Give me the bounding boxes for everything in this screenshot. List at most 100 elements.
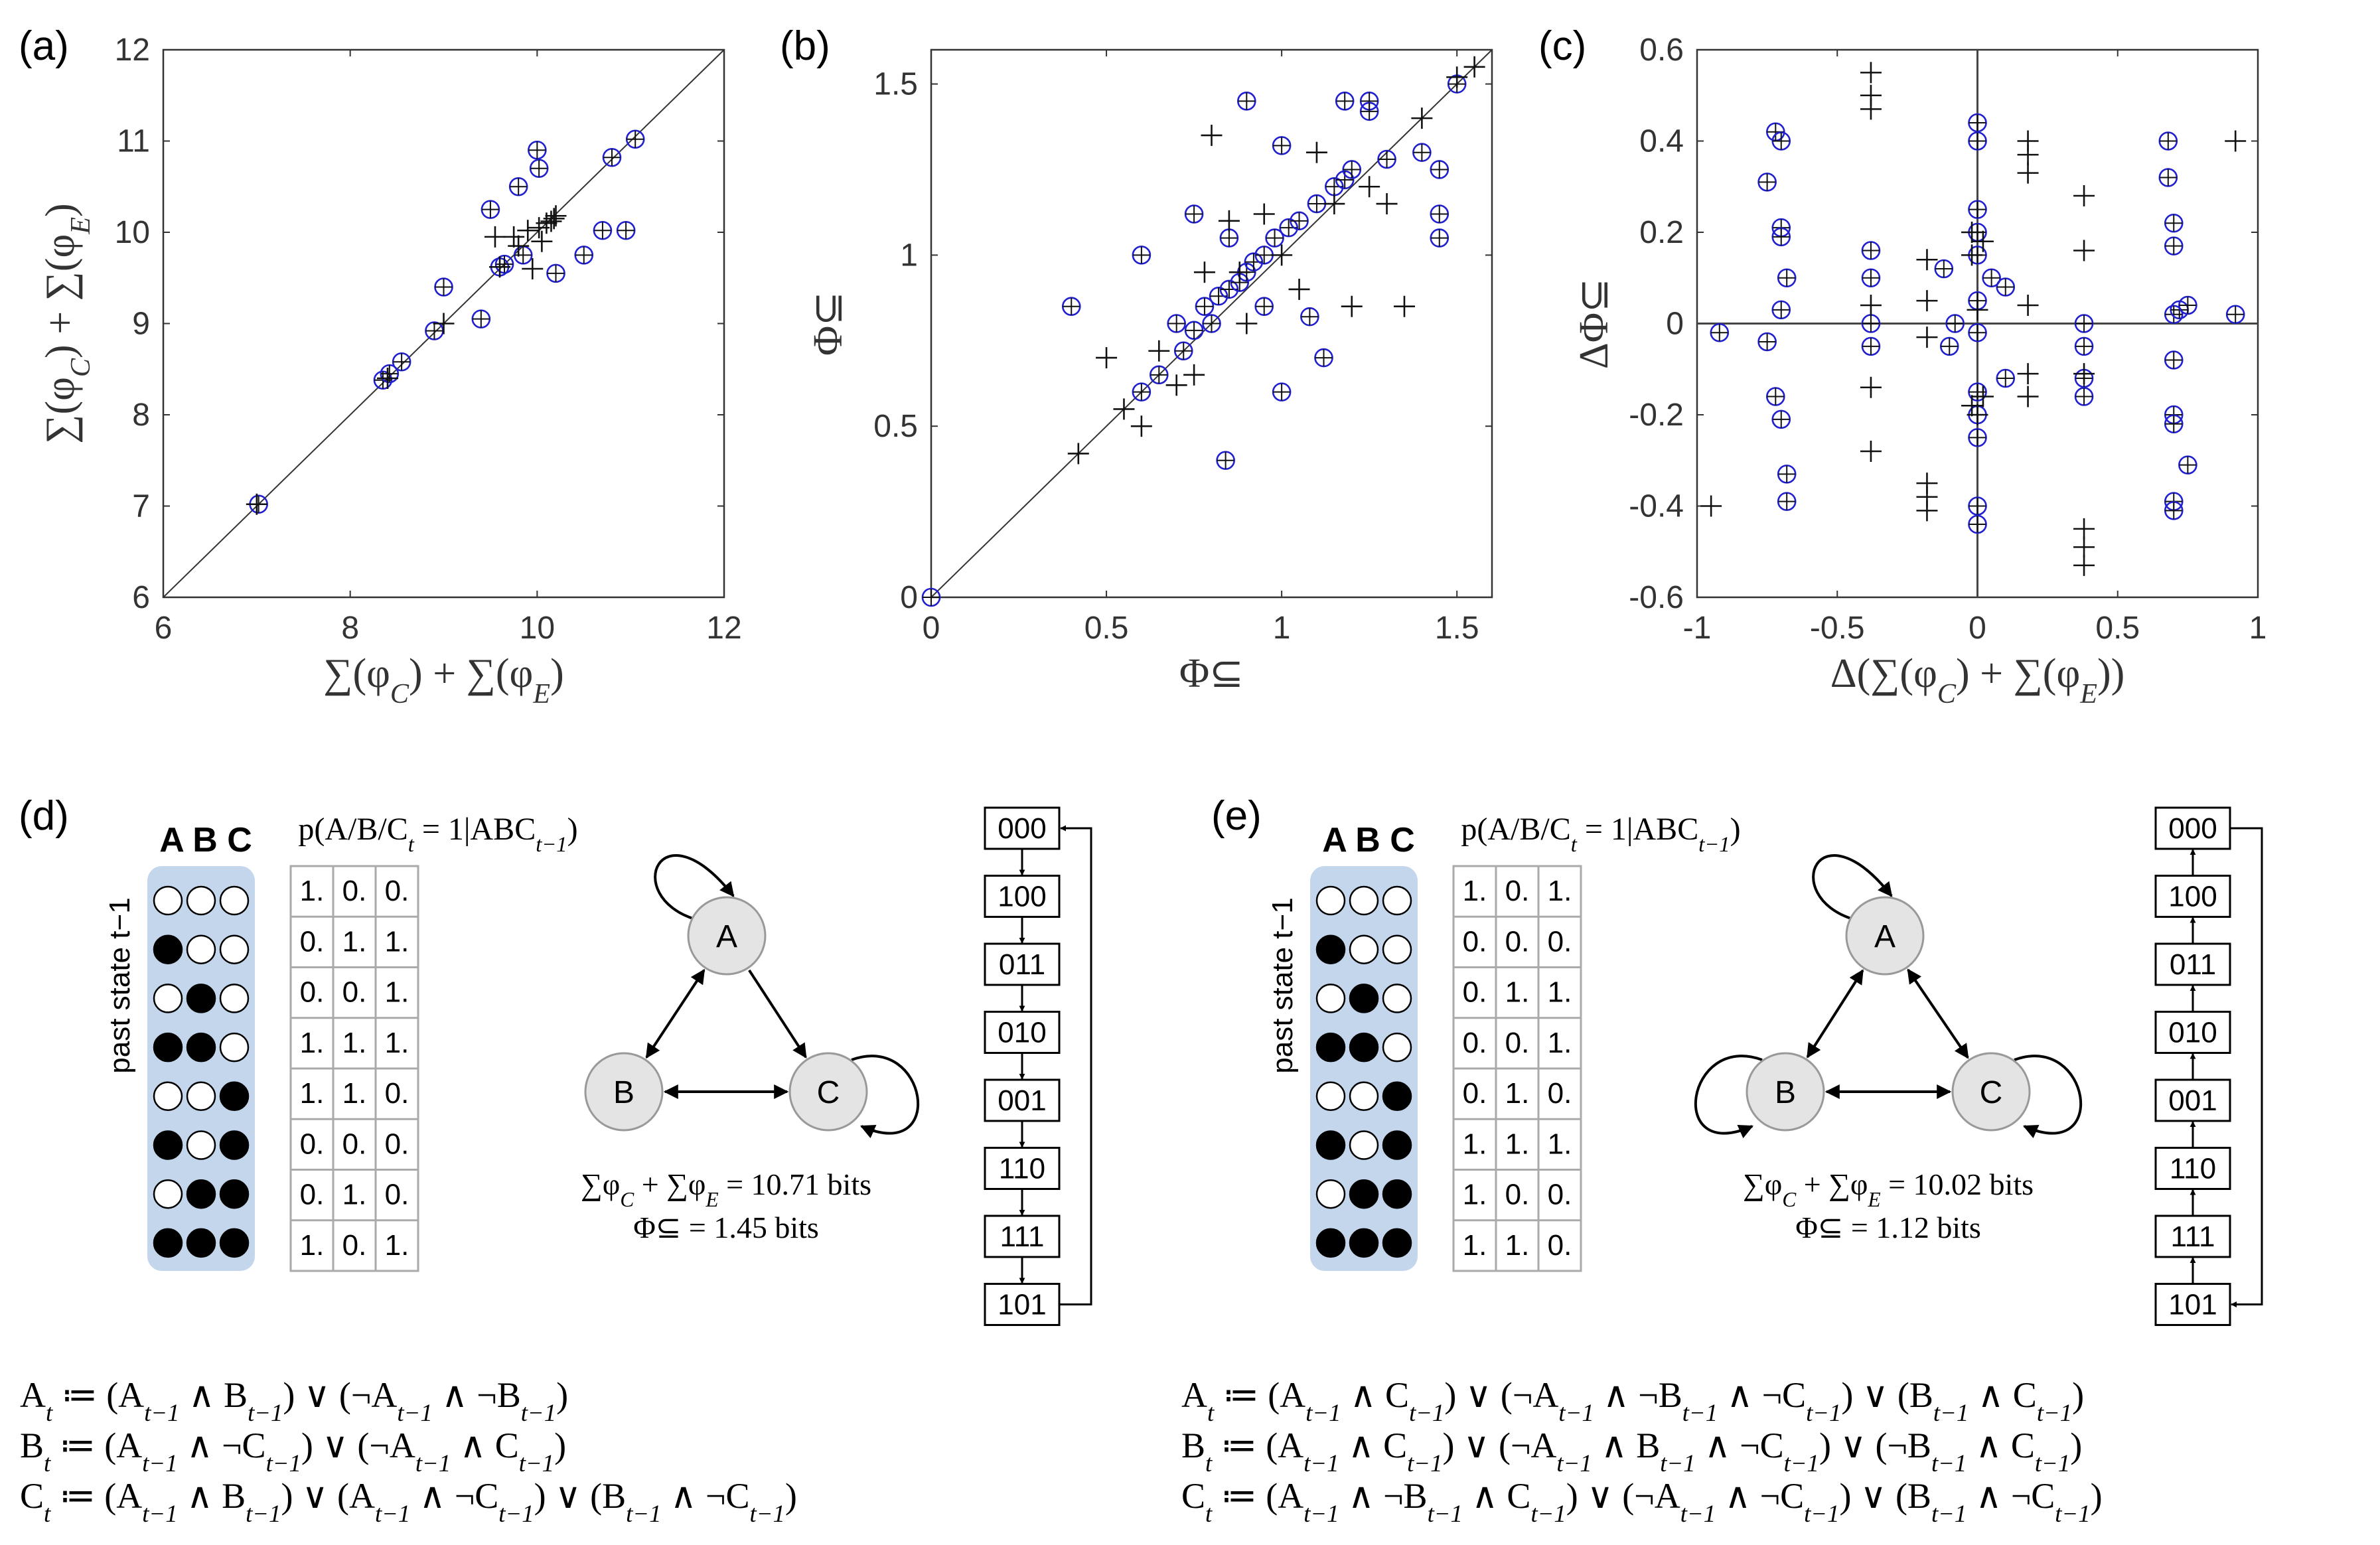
label-subscript: C bbox=[620, 1188, 634, 1211]
data-point-circle-plus bbox=[1219, 228, 1239, 248]
label-subscript: E bbox=[1867, 1188, 1880, 1211]
state-bit-off bbox=[1349, 934, 1379, 964]
sequence-box bbox=[2154, 1078, 2231, 1122]
self-loop-B bbox=[1694, 1055, 1763, 1139]
label-subscript: t−1 bbox=[1409, 1399, 1444, 1426]
state-bit-off bbox=[1315, 1081, 1346, 1112]
label-text: ) ∨ (B bbox=[534, 1476, 627, 1516]
y-tick-label: 8 bbox=[132, 398, 150, 433]
label-subscript: t−1 bbox=[1931, 1500, 1967, 1527]
label-text: ∧ B bbox=[1592, 1426, 1661, 1465]
data-point-plus bbox=[522, 258, 544, 279]
data-point-circle-plus bbox=[481, 200, 500, 219]
sequence-label: 011 bbox=[999, 948, 1045, 981]
label-subscript: C bbox=[65, 358, 96, 377]
sequence-state: 011 bbox=[2154, 942, 2231, 986]
state-bit-off bbox=[1382, 1032, 1412, 1063]
data-point-circle-plus bbox=[1184, 204, 1204, 224]
label-text: ) ∨ (¬A bbox=[283, 1375, 397, 1415]
data-point-circle-plus bbox=[2178, 295, 2197, 315]
node-label: C bbox=[817, 1075, 840, 1110]
data-point-circle-plus bbox=[1149, 365, 1169, 385]
label-text: ∧ ¬C bbox=[1696, 1426, 1784, 1465]
sum-phi-label: ∑φC + ∑φE = 10.02 bits bbox=[1743, 1167, 2034, 1211]
label-text: ∧ ¬C bbox=[662, 1476, 750, 1516]
data-point-circle-plus bbox=[1757, 332, 1777, 352]
x-tick-label: 1 bbox=[1273, 611, 1291, 646]
label-text: ∧ C bbox=[1341, 1375, 1410, 1415]
data-point-circle-plus bbox=[1996, 368, 2016, 388]
label-subscript: t−1 bbox=[1303, 1500, 1339, 1527]
data-point-circle-plus bbox=[1314, 348, 1333, 368]
sequence-label: 010 bbox=[998, 1017, 1046, 1049]
data-point-plus bbox=[503, 226, 525, 248]
sequence-state: 001 bbox=[2154, 1078, 2231, 1122]
data-point-circle-plus bbox=[1968, 200, 1987, 219]
x-tick-label: 6 bbox=[155, 611, 173, 646]
state-row bbox=[1315, 1032, 1412, 1063]
label-text: Δ(∑(φ bbox=[1830, 651, 1937, 696]
label-text: ) bbox=[567, 812, 578, 847]
data-point-plus bbox=[1113, 398, 1135, 420]
data-point-plus bbox=[1359, 176, 1380, 198]
sequence-label: 011 bbox=[2170, 948, 2216, 981]
sequence-label: 000 bbox=[998, 812, 1046, 845]
label-subscript: t−1 bbox=[246, 1500, 281, 1527]
label-text: ≔ (A bbox=[1212, 1476, 1303, 1516]
self-loop-C bbox=[2014, 1055, 2083, 1139]
sequence-state: 000 bbox=[2154, 806, 2231, 850]
data-point-circle-plus bbox=[2164, 236, 2184, 256]
panel-tag-e: (e) bbox=[1211, 793, 1262, 839]
state-bit-off bbox=[1382, 885, 1412, 916]
data-point-circle-plus bbox=[1861, 336, 1881, 356]
data-point-plus bbox=[1860, 295, 1882, 316]
data-point-circle-plus bbox=[1861, 268, 1881, 288]
label-subscript: t bbox=[1205, 1500, 1213, 1527]
sum-phi-label: ∑φC + ∑φE = 10.71 bits bbox=[581, 1167, 871, 1211]
data-point-circle-plus bbox=[1061, 297, 1081, 317]
data-point-circle-plus bbox=[529, 159, 549, 179]
sequence-label: 101 bbox=[2168, 1289, 2217, 1321]
label-text: = 10.02 bits bbox=[1881, 1167, 2034, 1201]
state-bit-off bbox=[1315, 885, 1346, 916]
label-subscript: t bbox=[44, 1449, 51, 1477]
data-point-circle-plus bbox=[1710, 323, 1730, 342]
label-subscript: t−1 bbox=[415, 1449, 451, 1477]
data-point-circle-plus bbox=[1777, 465, 1797, 484]
label-subscript: E bbox=[532, 678, 550, 709]
data-point-plus bbox=[1916, 290, 1938, 312]
table-cell: 0. bbox=[1505, 1179, 1530, 1211]
label-text: ) bbox=[556, 1375, 568, 1415]
data-point-plus bbox=[377, 368, 398, 389]
state-row bbox=[1315, 984, 1412, 1013]
sequence-box bbox=[2154, 1011, 2231, 1054]
data-point-circle-plus bbox=[2164, 350, 2184, 370]
label-subscript: C bbox=[1782, 1188, 1797, 1211]
data-point-circle-plus bbox=[513, 246, 533, 265]
label-text: ) ∨ (B bbox=[1841, 1375, 1933, 1415]
label-text: ) ∨ (¬A bbox=[1566, 1476, 1680, 1516]
node-circle bbox=[1746, 1052, 1825, 1132]
label-text: B bbox=[1181, 1426, 1205, 1465]
node-label: C bbox=[1980, 1075, 2003, 1110]
data-point-plus bbox=[2073, 240, 2095, 261]
table-cell: 1. bbox=[385, 976, 409, 1009]
sequence-return-loop bbox=[1059, 825, 1092, 1305]
x-tick-label: 0 bbox=[923, 611, 940, 646]
data-point-plus bbox=[1067, 443, 1089, 465]
y-axis-label: ∑(φC) + ∑(φE) bbox=[38, 203, 96, 443]
table-cell: 1. bbox=[1548, 1128, 1572, 1160]
state-header: A B C bbox=[1322, 821, 1415, 859]
data-point-circle-plus bbox=[1272, 382, 1292, 402]
label-subscript: t−1 bbox=[1530, 1500, 1566, 1527]
label-subscript: t−1 bbox=[1804, 1500, 1839, 1527]
sequence-box bbox=[2154, 1147, 2231, 1190]
label-text: ) bbox=[550, 651, 564, 696]
label-text: ∧ ¬C bbox=[410, 1476, 498, 1516]
data-point-plus bbox=[1463, 56, 1485, 78]
data-point-plus bbox=[1201, 124, 1223, 146]
state-bit-off bbox=[153, 1081, 183, 1112]
table-cell: 1. bbox=[385, 1229, 409, 1262]
table-cell: 1. bbox=[1505, 976, 1530, 1009]
